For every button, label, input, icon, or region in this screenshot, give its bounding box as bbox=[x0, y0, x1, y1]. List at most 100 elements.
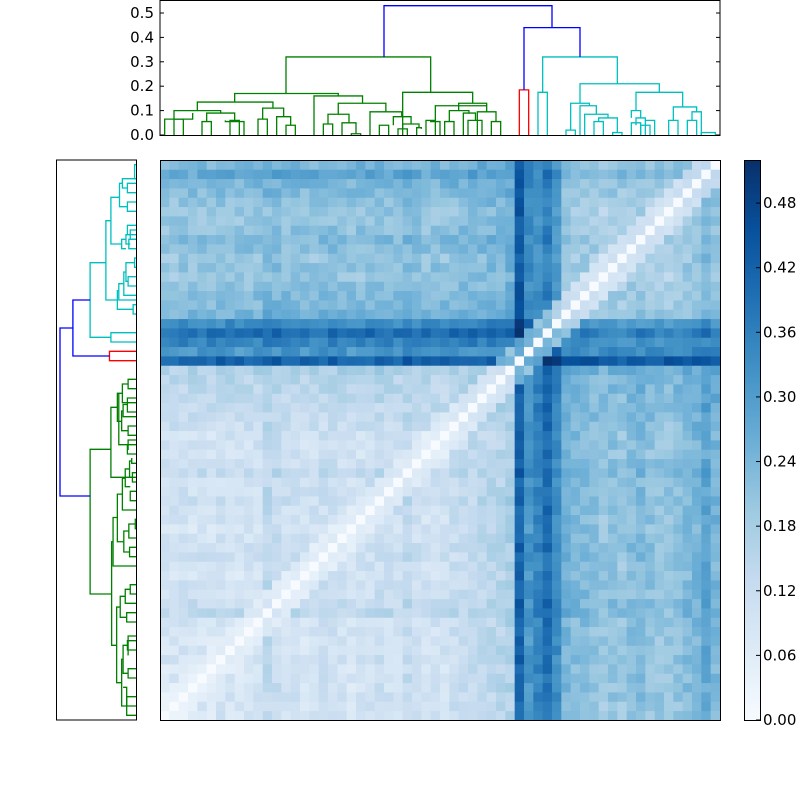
heatmap-cell bbox=[253, 449, 264, 460]
heatmap-cell bbox=[365, 533, 376, 544]
heatmap-cell bbox=[524, 626, 534, 637]
heatmap-cell bbox=[365, 290, 376, 301]
heatmap-cell bbox=[384, 253, 394, 264]
heatmap-cell bbox=[225, 365, 236, 376]
heatmap-cell bbox=[234, 589, 245, 600]
heatmap-cell bbox=[692, 290, 702, 301]
heatmap-cell bbox=[374, 710, 385, 721]
heatmap-cell bbox=[356, 458, 366, 469]
heatmap-cell bbox=[514, 449, 525, 460]
heatmap-cell bbox=[262, 384, 273, 394]
heatmap-cell bbox=[328, 384, 338, 394]
heatmap-cell bbox=[458, 365, 469, 376]
heatmap-cell bbox=[216, 477, 226, 488]
heatmap-cell bbox=[374, 421, 385, 432]
heatmap-cell bbox=[505, 692, 516, 702]
heatmap-cell bbox=[253, 365, 264, 376]
heatmap-cell bbox=[440, 514, 450, 525]
heatmap-cell bbox=[374, 701, 385, 712]
heatmap-cells bbox=[160, 160, 721, 721]
heatmap-cell bbox=[710, 598, 721, 609]
heatmap-cell bbox=[486, 561, 497, 572]
heatmap-cell bbox=[608, 486, 618, 497]
heatmap-cell bbox=[234, 580, 245, 590]
heatmap-cell bbox=[608, 636, 618, 646]
heatmap-cell bbox=[365, 570, 376, 581]
heatmap-cell bbox=[178, 216, 189, 226]
heatmap-cell bbox=[169, 496, 180, 506]
dendrogram-link bbox=[118, 283, 136, 301]
colorbar-tick-label: 0.42 bbox=[763, 259, 796, 277]
heatmap-cell bbox=[430, 533, 441, 544]
heatmap-cell bbox=[617, 701, 628, 712]
heatmap-cell bbox=[664, 682, 674, 693]
heatmap-cell bbox=[216, 197, 226, 208]
heatmap-cell bbox=[402, 225, 413, 236]
heatmap-cell bbox=[206, 188, 217, 198]
dendrogram-link bbox=[537, 91, 548, 135]
heatmap-cell bbox=[412, 449, 422, 460]
heatmap-cell bbox=[206, 402, 217, 413]
heatmap-cell bbox=[645, 309, 656, 320]
heatmap-cell bbox=[636, 412, 646, 422]
heatmap-cell bbox=[561, 645, 572, 656]
heatmap-cell bbox=[664, 337, 674, 348]
heatmap-cell bbox=[598, 524, 609, 534]
heatmap-cell bbox=[253, 468, 264, 478]
heatmap-cell bbox=[570, 514, 581, 525]
heatmap-cell bbox=[486, 449, 497, 460]
heatmap-cell bbox=[346, 234, 357, 245]
heatmap-cell bbox=[440, 309, 450, 320]
heatmap-cell bbox=[449, 589, 460, 600]
heatmap-cell bbox=[197, 234, 208, 245]
heatmap-cell bbox=[505, 272, 516, 282]
heatmap-cell bbox=[262, 197, 273, 208]
heatmap-cell bbox=[318, 262, 329, 273]
heatmap-cell bbox=[552, 206, 562, 217]
dendrogram-link bbox=[700, 131, 716, 135]
heatmap-cell bbox=[701, 337, 712, 348]
heatmap-cell bbox=[654, 626, 665, 637]
heatmap-cell bbox=[458, 682, 469, 693]
heatmap-cell bbox=[281, 505, 292, 516]
heatmap-cell bbox=[561, 272, 572, 282]
heatmap-cell bbox=[477, 430, 488, 441]
heatmap-cell bbox=[496, 505, 506, 516]
heatmap-cell bbox=[524, 272, 534, 282]
heatmap-cell bbox=[477, 692, 488, 702]
heatmap-cell bbox=[160, 412, 170, 422]
heatmap-cell bbox=[626, 234, 637, 245]
heatmap-cell bbox=[589, 673, 600, 684]
heatmap-cell bbox=[272, 374, 282, 385]
heatmap-cell bbox=[496, 402, 506, 413]
heatmap-cell bbox=[682, 682, 693, 693]
heatmap-cell bbox=[664, 421, 674, 432]
heatmap-cell bbox=[570, 645, 581, 656]
heatmap-cell bbox=[664, 533, 674, 544]
heatmap-cell bbox=[542, 710, 553, 721]
heatmap-cell bbox=[524, 645, 534, 656]
heatmap-cell bbox=[710, 440, 721, 450]
heatmap-cell bbox=[505, 636, 516, 646]
heatmap-cell bbox=[533, 682, 544, 693]
heatmap-cell bbox=[328, 346, 338, 357]
heatmap-cell bbox=[197, 365, 208, 376]
heatmap-cell bbox=[673, 710, 684, 721]
heatmap-cell bbox=[412, 281, 422, 292]
heatmap-cell bbox=[206, 337, 217, 348]
heatmap-cell bbox=[468, 673, 478, 684]
heatmap-cell bbox=[710, 402, 721, 413]
heatmap-cell bbox=[477, 505, 488, 516]
dendrogram-link bbox=[110, 332, 136, 343]
heatmap-cell bbox=[272, 524, 282, 534]
heatmap-cell bbox=[505, 589, 516, 600]
heatmap-cell bbox=[692, 412, 702, 422]
heatmap-cell bbox=[440, 570, 450, 581]
heatmap-cell bbox=[505, 468, 516, 478]
heatmap-cell bbox=[225, 682, 236, 693]
heatmap-cell bbox=[514, 309, 525, 320]
heatmap-cell bbox=[384, 402, 394, 413]
heatmap-cell bbox=[664, 636, 674, 646]
heatmap-cell bbox=[225, 449, 236, 460]
heatmap-cell bbox=[589, 281, 600, 292]
